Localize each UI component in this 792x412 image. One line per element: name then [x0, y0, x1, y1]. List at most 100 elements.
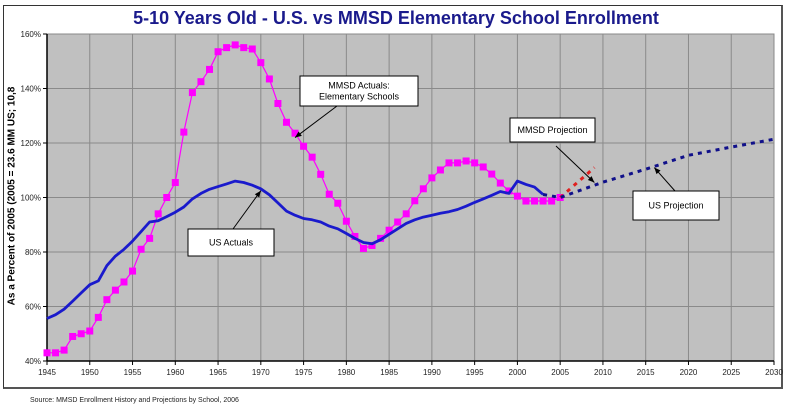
series-line — [46, 179, 545, 320]
series-line — [559, 166, 596, 199]
x-tick-label: 1960 — [166, 368, 184, 377]
series-mmsd-projection — [559, 166, 596, 199]
annotation-arrow-line — [232, 190, 262, 230]
annotation-label: MMSD Actuals: — [328, 81, 390, 91]
data-point — [471, 159, 479, 167]
annotation-box — [187, 228, 275, 257]
data-point — [240, 44, 248, 52]
y-tick-label: 160% — [21, 30, 41, 39]
source-note: Source: MMSD Enrollment History and Proj… — [30, 397, 239, 404]
data-point — [257, 59, 265, 67]
annotation-arrowhead — [254, 190, 261, 198]
annotation-us-projection: US Projection — [632, 167, 720, 221]
data-point — [60, 346, 68, 354]
annotation-arrowhead — [295, 131, 302, 138]
annotation-label: MMSD Projection — [517, 125, 587, 135]
data-point — [52, 349, 60, 357]
data-point — [556, 194, 564, 201]
data-point — [539, 197, 547, 205]
data-point — [137, 245, 145, 253]
x-tick-label: 2025 — [722, 368, 740, 377]
annotation-mmsd-projection: MMSD Projection — [509, 117, 596, 183]
data-point — [428, 174, 436, 182]
data-point — [385, 226, 393, 234]
x-tick-label: 1980 — [337, 368, 355, 377]
annotation-box — [299, 75, 419, 107]
data-point — [129, 267, 137, 275]
y-tick-label: 140% — [21, 85, 41, 94]
x-tick-label: 2030 — [765, 368, 783, 377]
series-group — [43, 41, 775, 357]
annotation-arrow-line — [555, 145, 595, 183]
y-tick-label: 40% — [25, 357, 41, 366]
y-tick-label: 60% — [25, 303, 41, 312]
data-point — [214, 48, 222, 56]
data-point — [488, 170, 496, 178]
x-tick-label: 1970 — [252, 368, 270, 377]
data-point — [359, 244, 367, 252]
x-tick-label: 1985 — [380, 368, 398, 377]
annotation-arrowhead — [654, 167, 661, 175]
data-point — [445, 159, 453, 167]
data-point — [86, 327, 94, 335]
x-tick-label: 1975 — [295, 368, 313, 377]
data-point — [291, 129, 299, 137]
series-mmsd-actuals-elementary-schools — [43, 41, 564, 357]
data-point — [411, 197, 419, 205]
data-point — [334, 199, 342, 207]
annotation-arrowhead — [587, 176, 595, 183]
data-point — [265, 75, 273, 83]
data-point — [154, 210, 162, 218]
data-point — [513, 192, 521, 200]
data-point — [94, 313, 102, 321]
data-point — [419, 185, 427, 193]
x-tick-label: 1955 — [124, 368, 142, 377]
data-point — [462, 157, 470, 165]
x-tick-label: 2020 — [680, 368, 698, 377]
series-us-actuals — [46, 179, 545, 320]
data-point — [223, 44, 231, 52]
data-point — [522, 197, 530, 205]
data-point — [206, 65, 214, 73]
data-point — [308, 153, 316, 161]
x-tick-label: 1965 — [209, 368, 227, 377]
data-point — [146, 234, 154, 242]
data-point — [368, 241, 376, 249]
data-point — [342, 217, 350, 225]
annotation-us-actuals: US Actuals — [187, 190, 275, 257]
annotation-box — [509, 117, 596, 143]
data-point — [231, 41, 239, 49]
chart-title: 5-10 Years Old - U.S. vs MMSD Elementary… — [133, 8, 659, 28]
annotation-label: US Projection — [648, 201, 703, 211]
data-point — [436, 166, 444, 174]
data-point — [43, 349, 51, 357]
data-point — [394, 218, 402, 226]
data-point — [163, 194, 171, 201]
data-point — [505, 187, 513, 195]
annotation-mmsd-actuals: MMSD Actuals:Elementary Schools — [294, 75, 419, 138]
annotation-box — [632, 190, 720, 221]
x-tick-label: 2000 — [509, 368, 527, 377]
annotation-arrow-line — [294, 105, 338, 138]
data-point — [180, 128, 188, 136]
x-tick-label: 1945 — [38, 368, 56, 377]
data-point — [77, 330, 85, 338]
data-point — [188, 89, 196, 97]
x-tick-label: 2005 — [551, 368, 569, 377]
x-tick-label: 2015 — [637, 368, 655, 377]
data-point — [274, 99, 282, 107]
annotation-label: US Actuals — [209, 238, 254, 248]
x-tick-label: 1990 — [423, 368, 441, 377]
axes: 1945 1950 1955 1960 1965 1970 1975 1980 1985 1990… — [21, 30, 784, 377]
y-tick-label: 100% — [21, 194, 41, 203]
data-point — [479, 163, 487, 171]
data-point — [120, 278, 128, 286]
data-point — [351, 232, 359, 240]
data-point — [496, 179, 504, 187]
x-tick-label: 1950 — [81, 368, 99, 377]
annotation-label: Elementary Schools — [319, 92, 400, 102]
data-point — [171, 179, 179, 187]
data-point — [325, 190, 333, 198]
y-tick-label: 120% — [21, 139, 41, 148]
